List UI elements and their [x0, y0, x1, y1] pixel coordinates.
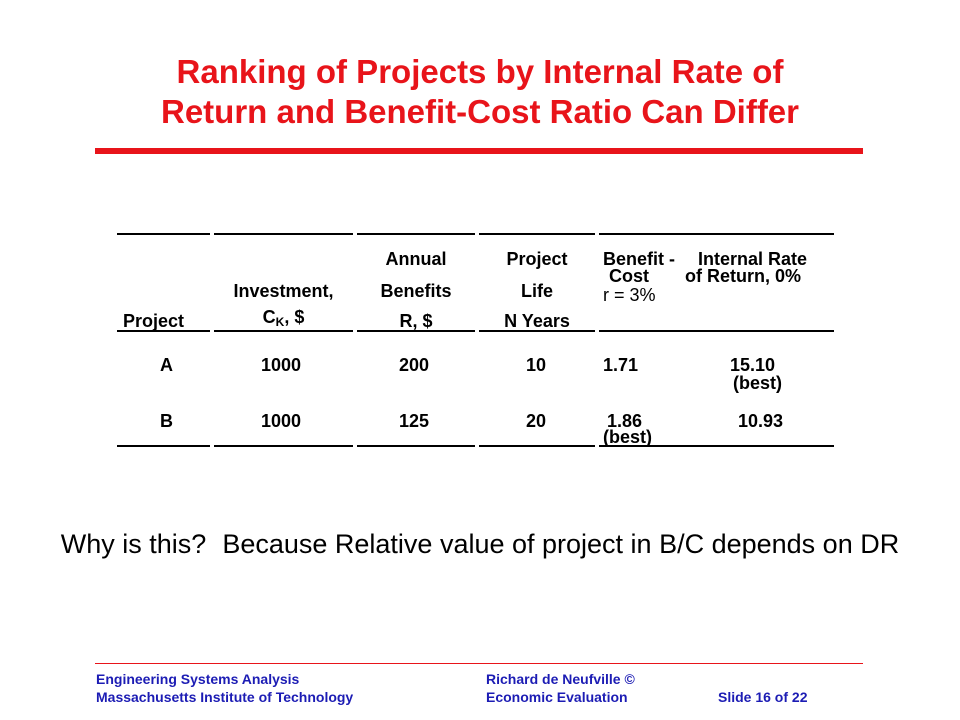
header-project: Project	[123, 311, 185, 331]
header-life-line-2: Life	[520, 281, 553, 301]
explanation-question: Why is this?	[60, 529, 207, 559]
row-a-life: 10	[526, 355, 547, 375]
table-header-rule	[479, 330, 595, 332]
title-underline	[95, 148, 863, 154]
table-top-rule	[357, 233, 475, 235]
row-b-benefits: 125	[399, 411, 430, 431]
table-bottom-rule	[117, 445, 210, 447]
slide-title: Ranking of Projects by Internal Rate of …	[0, 52, 960, 132]
row-b-life: 20	[526, 411, 547, 431]
row-a-irr-note: (best)	[733, 373, 782, 393]
table-header-rule	[357, 330, 475, 332]
header-investment-line-2: CK, $	[214, 306, 353, 333]
table-bottom-rule	[357, 445, 475, 447]
slide-title-line-1: Ranking of Projects by Internal Rate of	[176, 53, 784, 90]
row-b-irr: 10.93	[738, 411, 784, 431]
row-b-project: B	[160, 411, 173, 431]
header-investment-unit: , $	[284, 307, 305, 327]
table-header-rule	[117, 330, 210, 332]
footer-slide-number: Slide 16 of 22	[718, 689, 808, 705]
row-a-project: A	[160, 355, 173, 375]
footer-author: Richard de Neufville ©	[486, 671, 635, 687]
footer-topic: Economic Evaluation	[486, 689, 628, 705]
header-investment-symbol: C	[262, 307, 276, 327]
footer-course: Engineering Systems Analysis	[96, 671, 300, 687]
row-a-irr: 15.10	[730, 355, 776, 375]
header-bc-line-2: Cost	[609, 266, 649, 286]
header-benefits-line-2: Benefits	[380, 281, 452, 301]
table-bottom-rule	[599, 445, 834, 447]
row-a-investment: 1000	[261, 355, 302, 375]
table-bottom-rule	[479, 445, 595, 447]
header-life-line-1: Project	[506, 249, 568, 269]
header-life-line-3: N Years	[504, 311, 570, 331]
row-a-bc: 1.71	[603, 355, 639, 375]
header-benefits-line-1: Annual	[385, 249, 447, 269]
table-top-rule	[214, 233, 353, 235]
header-investment-line-1: Investment,	[233, 281, 334, 301]
table-top-rule	[599, 233, 834, 235]
header-irr-line-2: of Return, 0%	[685, 266, 802, 286]
header-bc-line-3: r = 3%	[603, 285, 656, 305]
footer-middle: Richard de Neufville © Economic Evaluati…	[486, 670, 635, 706]
table-top-rule	[479, 233, 595, 235]
footer-right: Slide 16 of 22	[718, 670, 807, 706]
explanation-text: Why is this? Because Relative value of pr…	[0, 528, 960, 560]
header-irr-line-1: Internal Rate	[698, 249, 808, 269]
row-a-benefits: 200	[399, 355, 430, 375]
explanation-answer: Because Relative value of project in B/C…	[222, 529, 900, 559]
table-top-rule	[117, 233, 210, 235]
footer-rule	[95, 663, 863, 664]
table-bottom-rule	[214, 445, 353, 447]
slide-title-line-2: Return and Benefit-Cost Ratio Can Differ	[160, 93, 800, 130]
header-benefits-line-3: R, $	[399, 311, 433, 331]
footer-left: Engineering Systems Analysis Massachuset…	[96, 670, 353, 706]
table-header-rule	[599, 330, 834, 332]
footer-institution: Massachusetts Institute of Technology	[96, 689, 354, 705]
table-header-rule	[214, 330, 353, 332]
row-b-bc: 1.86	[607, 411, 643, 431]
header-investment-subscript: K	[275, 315, 285, 329]
row-b-investment: 1000	[261, 411, 302, 431]
header-bc-line-1: Benefit -	[603, 249, 675, 269]
row-b-bc-note: (best)	[603, 427, 652, 447]
